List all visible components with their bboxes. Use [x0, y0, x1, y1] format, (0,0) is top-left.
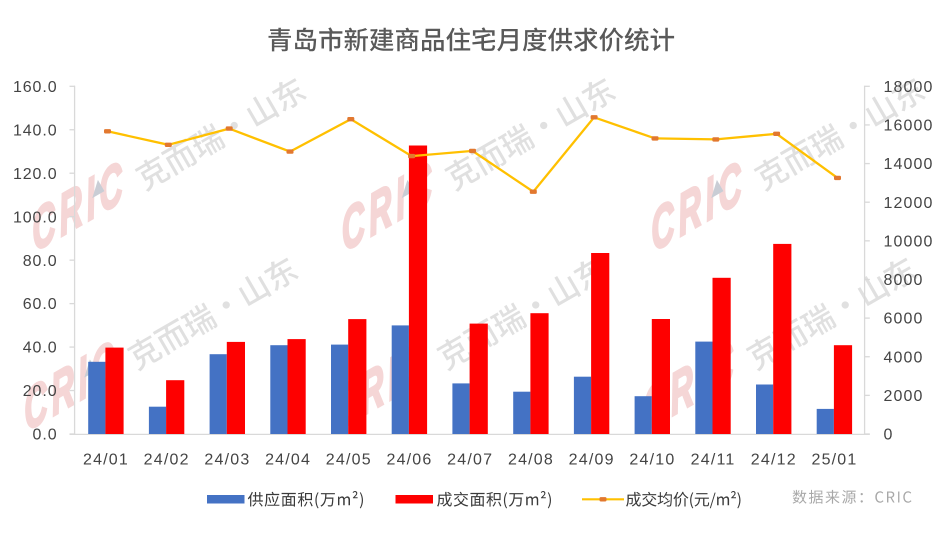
svg-text:10000: 10000	[884, 233, 934, 250]
svg-text:6000: 6000	[884, 311, 924, 328]
svg-text:0: 0	[884, 427, 894, 444]
svg-text:18000: 18000	[884, 79, 934, 96]
svg-text:24/03: 24/03	[204, 451, 250, 468]
svg-text:24/10: 24/10	[629, 451, 675, 468]
svg-text:0.0: 0.0	[33, 427, 58, 444]
svg-text:100.0: 100.0	[13, 209, 58, 226]
svg-text:24/12: 24/12	[751, 451, 797, 468]
svg-text:24/06: 24/06	[386, 451, 432, 468]
svg-text:24/09: 24/09	[569, 451, 615, 468]
svg-text:20.0: 20.0	[23, 383, 58, 400]
svg-text:24/07: 24/07	[447, 451, 493, 468]
svg-text:40.0: 40.0	[23, 340, 58, 357]
svg-text:24/11: 24/11	[691, 451, 736, 468]
svg-text:16000: 16000	[884, 118, 934, 135]
svg-text:80.0: 80.0	[23, 253, 58, 270]
svg-text:8000: 8000	[884, 272, 924, 289]
svg-text:24/05: 24/05	[326, 451, 372, 468]
svg-text:25/01: 25/01	[811, 451, 857, 468]
svg-text:60.0: 60.0	[23, 296, 58, 313]
svg-text:24/02: 24/02	[144, 451, 190, 468]
svg-text:2000: 2000	[884, 388, 924, 405]
svg-text:4000: 4000	[884, 349, 924, 366]
svg-text:14000: 14000	[884, 156, 934, 173]
svg-text:24/01: 24/01	[83, 451, 129, 468]
svg-text:24/04: 24/04	[265, 451, 311, 468]
svg-text:140.0: 140.0	[13, 122, 58, 139]
svg-text:160.0: 160.0	[13, 79, 58, 96]
svg-text:12000: 12000	[884, 195, 934, 212]
svg-text:24/08: 24/08	[508, 451, 554, 468]
svg-text:120.0: 120.0	[13, 166, 58, 183]
